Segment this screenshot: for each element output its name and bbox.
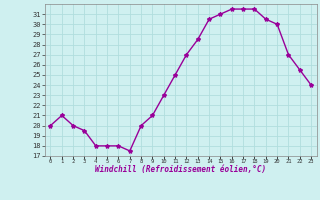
X-axis label: Windchill (Refroidissement éolien,°C): Windchill (Refroidissement éolien,°C)	[95, 165, 266, 174]
